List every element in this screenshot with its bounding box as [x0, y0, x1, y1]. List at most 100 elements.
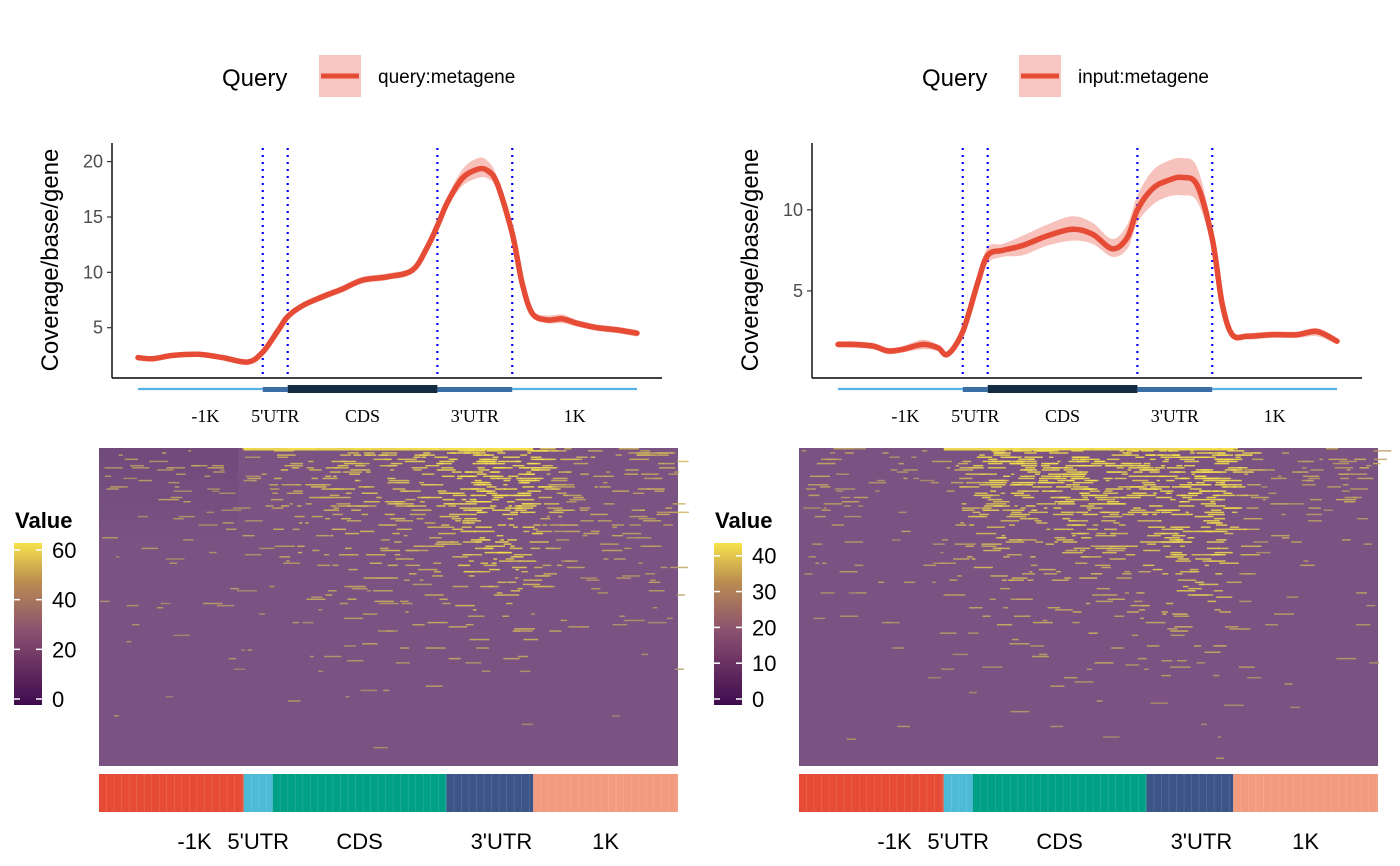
- heatmap-cell: [479, 458, 498, 461]
- heatmap-cell: [542, 564, 552, 567]
- heatmap-cell: [647, 488, 665, 490]
- heatmap-cell: [1141, 513, 1149, 516]
- heatmap-cell: [1047, 607, 1061, 609]
- heatmap-cell: [99, 488, 238, 491]
- heatmap-cell: [259, 547, 275, 550]
- heatmap-cell: [1013, 484, 1033, 486]
- heatmap-cell: [126, 640, 132, 643]
- heatmap-cell: [808, 494, 820, 497]
- heatmap-cell: [379, 464, 394, 467]
- heatmap-cell: [230, 587, 239, 590]
- heatmap-cell: [332, 496, 351, 499]
- heatmap-cell: [1102, 515, 1123, 518]
- heatmap-cell: [1191, 484, 1209, 486]
- annotation-segment: [533, 774, 678, 812]
- heatmap-cell: [1056, 486, 1072, 488]
- heatmap-cell: [1107, 503, 1127, 505]
- heatmap-cell: [178, 515, 195, 518]
- heatmap-cell: [473, 484, 486, 486]
- heatmap-cell: [983, 509, 1000, 511]
- heatmap-cell: [1090, 494, 1108, 497]
- annotation-region-label: 3'UTR: [471, 829, 533, 854]
- heatmap-cell: [1194, 477, 1212, 480]
- heatmap-cell: [1074, 681, 1094, 683]
- heatmap-cell: [999, 460, 1018, 463]
- track-cds: [287, 385, 438, 393]
- heatmap-cell: [494, 488, 506, 490]
- heatmap-cell: [99, 509, 238, 512]
- heatmap-cell: [997, 481, 1008, 484]
- track-region-label: CDS: [1045, 406, 1080, 426]
- heatmap-cell: [1141, 604, 1149, 607]
- heatmap-cell: [855, 592, 867, 594]
- heatmap-cell: [1235, 494, 1249, 497]
- heatmap-cell: [558, 471, 572, 473]
- heatmap-cell: [537, 450, 548, 452]
- heatmap-cell: [1092, 594, 1100, 596]
- heatmap-cell: [545, 458, 555, 461]
- heatmap-cell: [464, 517, 478, 520]
- heatmap-cell: [1194, 581, 1205, 584]
- heatmap-cell: [316, 534, 330, 537]
- heatmap-cell: [1363, 543, 1368, 545]
- heatmap-cell: [434, 456, 448, 458]
- heatmap-cell: [468, 513, 477, 516]
- heatmap-cell: [162, 452, 167, 454]
- heatmap-cell: [478, 469, 490, 471]
- heatmap-cell: [1022, 496, 1035, 499]
- heatmap-cell: [846, 738, 856, 740]
- heatmap-cell: [1191, 473, 1195, 475]
- heatmap-cell: [297, 545, 305, 548]
- heatmap-cell: [99, 496, 238, 500]
- heatmap-cell: [1308, 507, 1321, 509]
- heatmap-cell: [99, 517, 238, 521]
- heatmap-cell: [1205, 505, 1226, 507]
- heatmap-cell: [1016, 460, 1023, 463]
- heatmap-cell: [868, 481, 887, 484]
- heatmap-cell: [1142, 564, 1155, 567]
- heatmap-cell: [1224, 458, 1243, 461]
- heatmap-cell: [1303, 560, 1309, 562]
- heatmap-cell: [464, 471, 473, 473]
- heatmap-cell: [206, 511, 215, 514]
- heatmap-cell: [1030, 645, 1045, 647]
- heatmap-cell: [450, 541, 459, 543]
- heatmap-cell: [1035, 541, 1044, 543]
- heatmap-cell: [465, 554, 483, 556]
- heatmap-cell: [420, 484, 435, 486]
- heatmap-cell: [1117, 486, 1128, 488]
- heatmap-cell: [648, 590, 665, 592]
- heatmap-cell: [1359, 467, 1370, 469]
- heatmap-cell: [591, 587, 601, 590]
- heatmap-cell: [543, 503, 560, 505]
- heatmap-cell: [138, 479, 152, 482]
- heatmap-cell: [99, 520, 238, 523]
- heatmap-cell: [1189, 488, 1202, 490]
- heatmap-cell: [1177, 579, 1197, 581]
- heatmap-cell: [309, 496, 330, 499]
- heatmap-cell: [1169, 539, 1184, 541]
- heatmap-cell: [1176, 541, 1191, 543]
- heatmap-cell: [464, 471, 484, 473]
- heatmap-cell: [951, 481, 964, 484]
- heatmap-cell: [531, 532, 543, 535]
- heatmap-cell: [897, 471, 909, 473]
- heatmap-cell: [1010, 492, 1025, 495]
- heatmap-cell: [949, 579, 958, 581]
- heatmap-cell: [854, 564, 864, 567]
- heatmap-cell: [1247, 676, 1262, 679]
- heatmap-cell: [1076, 464, 1094, 467]
- heatmap-cell: [1001, 534, 1006, 537]
- heatmap-cell: [1049, 452, 1069, 454]
- heatmap-cell: [518, 505, 537, 507]
- heatmap-cell: [375, 577, 394, 579]
- heatmap-cell: [416, 517, 424, 520]
- heatmap-cell: [1308, 520, 1322, 522]
- heatmap-cell: [1193, 471, 1205, 473]
- heatmap-cell: [269, 585, 275, 588]
- heatmap-cell: [1185, 511, 1189, 514]
- heatmap-cell: [318, 670, 324, 673]
- heatmap-cell: [99, 484, 238, 487]
- heatmap-cell: [99, 515, 238, 519]
- heatmap-cell: [510, 590, 521, 592]
